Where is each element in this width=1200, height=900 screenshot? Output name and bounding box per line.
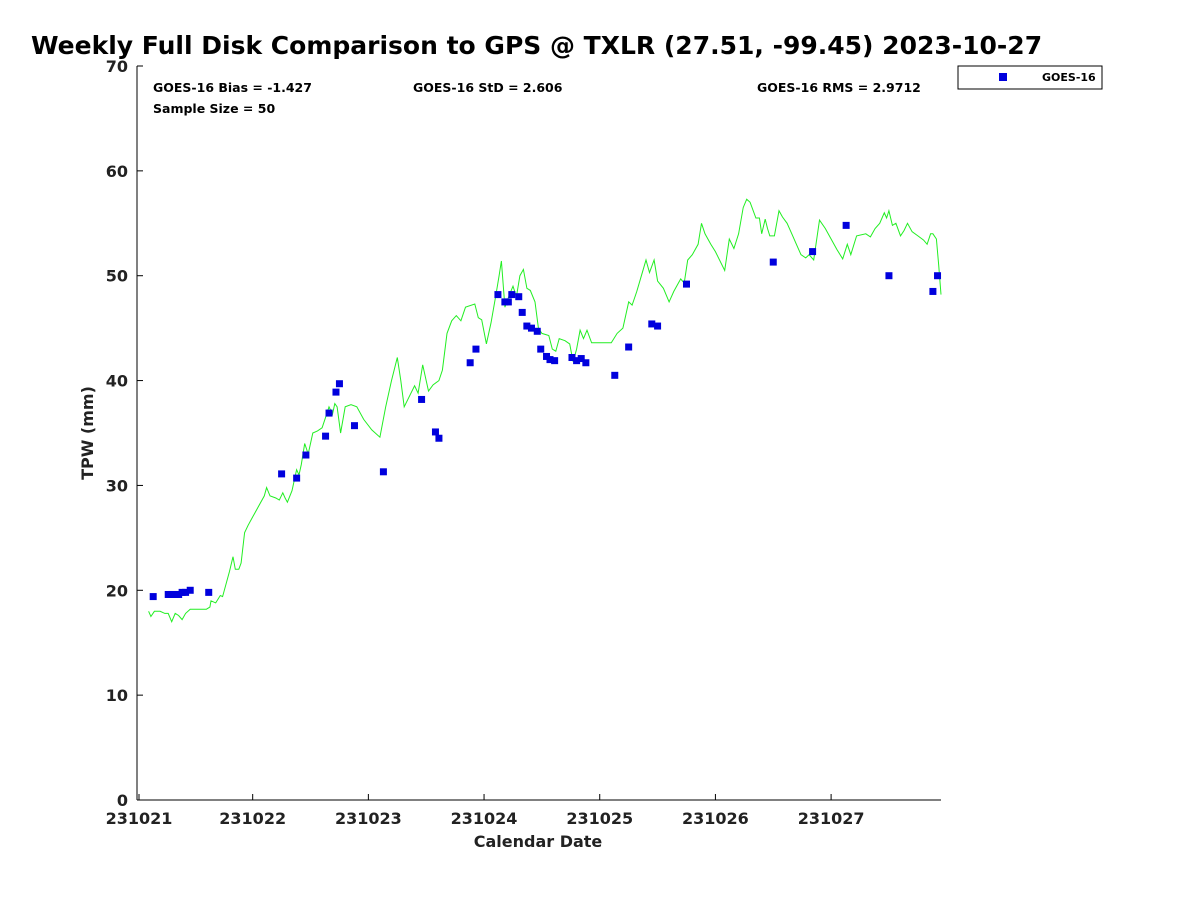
data-point-goes-16 [182, 588, 190, 596]
data-point-goes-16 [842, 221, 850, 229]
data-point-goes-16 [573, 357, 581, 365]
x-axis-label: Calendar Date [474, 832, 603, 851]
data-point-goes-16 [537, 345, 545, 353]
x-tick-label: 231026 [682, 809, 749, 828]
legend-marker-goes-16 [999, 73, 1007, 81]
data-point-goes-16 [205, 588, 213, 596]
data-point-goes-16 [648, 320, 656, 328]
x-tick-label: 231027 [798, 809, 865, 828]
data-point-goes-16 [332, 388, 340, 396]
x-tick-label: 231025 [566, 809, 633, 828]
data-point-goes-16 [546, 356, 554, 364]
y-axis-label: TPW (mm) [78, 386, 97, 480]
y-tick-label: 20 [106, 581, 128, 600]
data-point-goes-16 [533, 327, 541, 335]
data-point-goes-16 [769, 258, 777, 266]
y-tick-label: 60 [106, 162, 128, 181]
data-point-goes-16 [350, 422, 358, 430]
legend: GOES-16 [957, 65, 1103, 90]
data-point-goes-16 [518, 308, 526, 316]
data-point-goes-16 [418, 395, 426, 403]
y-tick-label: 50 [106, 267, 128, 286]
data-point-goes-16 [523, 322, 531, 330]
std-stat: GOES-16 StD = 2.606 [413, 80, 563, 95]
data-point-goes-16 [551, 357, 559, 365]
data-point-goes-16 [325, 409, 333, 417]
data-point-goes-16 [278, 470, 286, 478]
data-point-goes-16 [654, 322, 662, 330]
legend-box [957, 65, 1103, 90]
data-point-goes-16 [322, 432, 330, 440]
data-point-goes-16 [494, 291, 502, 299]
data-point-goes-16 [472, 345, 480, 353]
series-line-gps [148, 198, 942, 623]
y-tick-label: 0 [117, 791, 128, 810]
data-point-goes-16 [682, 280, 690, 288]
data-point-goes-16 [515, 293, 523, 301]
data-point-goes-16 [885, 272, 893, 280]
y-tick-label: 70 [106, 57, 128, 76]
data-point-goes-16 [379, 468, 387, 476]
data-point-goes-16 [929, 287, 937, 295]
legend-label-goes-16: GOES-16 [1042, 71, 1096, 84]
data-point-goes-16 [582, 359, 590, 367]
data-point-goes-16 [186, 586, 194, 594]
x-tick-label: 231022 [219, 809, 286, 828]
data-point-goes-16 [302, 451, 310, 459]
x-tick-label: 231021 [106, 809, 173, 828]
series-points-goes-16 [149, 221, 942, 601]
data-point-goes-16 [508, 291, 516, 299]
bias-stat: GOES-16 Bias = -1.427 [153, 80, 312, 95]
data-point-goes-16 [466, 359, 474, 367]
data-point-goes-16 [934, 272, 942, 280]
x-ticks: 231021 231022 231023 231024 231025 231026 2310… [106, 794, 865, 828]
data-point-goes-16 [809, 248, 817, 256]
sample-size-stat: Sample Size = 50 [153, 101, 275, 116]
data-point-goes-16 [335, 380, 343, 388]
data-point-goes-16 [577, 355, 585, 363]
data-point-goes-16 [625, 343, 633, 351]
chart-title: Weekly Full Disk Comparison to GPS @ TXL… [31, 31, 1042, 60]
data-point-goes-16 [293, 474, 301, 482]
y-tick-label: 40 [106, 372, 128, 391]
data-point-goes-16 [431, 428, 439, 436]
data-point-goes-16 [435, 434, 443, 442]
data-point-goes-16 [527, 324, 535, 332]
rms-stat: GOES-16 RMS = 2.9712 [757, 80, 921, 95]
x-tick-label: 231024 [451, 809, 518, 828]
y-tick-label: 30 [106, 476, 128, 495]
plot-area [136, 66, 941, 801]
data-point-goes-16 [504, 298, 512, 306]
y-tick-label: 10 [106, 686, 128, 705]
data-point-goes-16 [611, 371, 619, 379]
data-point-goes-16 [149, 593, 157, 601]
x-tick-label: 231023 [335, 809, 402, 828]
y-ticks: 0 10 20 30 40 50 60 70 [106, 57, 143, 810]
data-point-goes-16 [568, 354, 576, 362]
